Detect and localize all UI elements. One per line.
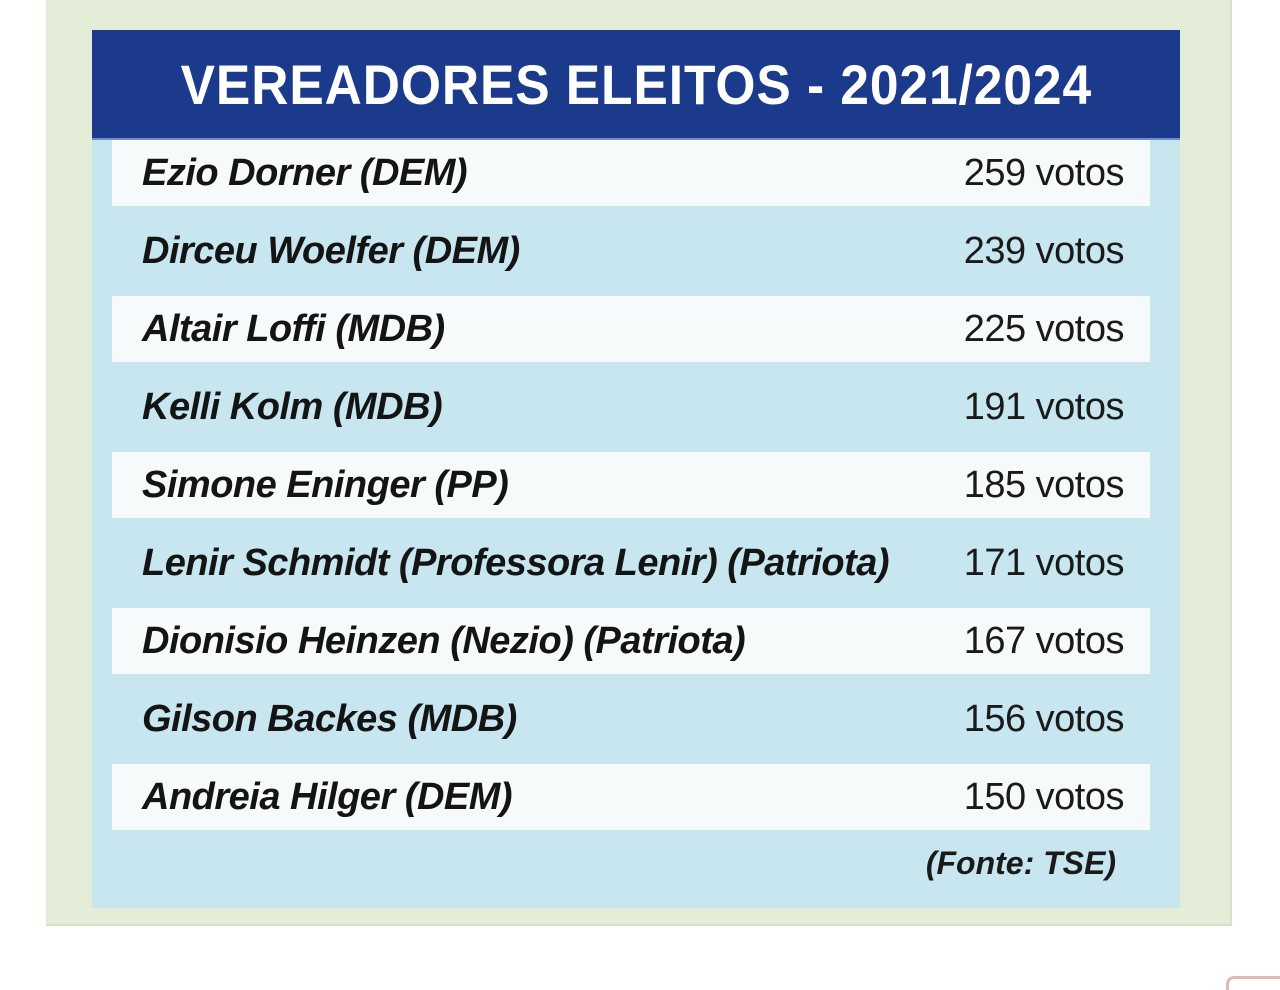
results-table: Ezio Dorner (DEM) 259 votos Dirceu Woelf… bbox=[112, 140, 1150, 842]
table-row: Dionisio Heinzen (Nezio) (Patriota) 167 … bbox=[112, 608, 1150, 674]
table-row: Simone Eninger (PP) 185 votos bbox=[112, 452, 1150, 518]
decorative-corner bbox=[1226, 976, 1280, 990]
vote-count: 225 votos bbox=[963, 307, 1125, 350]
vote-count: 167 votos bbox=[963, 619, 1125, 662]
table-row: Dirceu Woelfer (DEM) 239 votos bbox=[112, 218, 1150, 284]
vote-count: 150 votos bbox=[963, 775, 1125, 818]
candidate-name: Gilson Backes (MDB) bbox=[142, 697, 517, 740]
vote-count: 185 votos bbox=[963, 463, 1125, 506]
candidate-name: Dionisio Heinzen (Nezio) (Patriota) bbox=[142, 619, 746, 662]
candidate-name: Lenir Schmidt (Professora Lenir) (Patrio… bbox=[142, 541, 890, 584]
table-row: Lenir Schmidt (Professora Lenir) (Patrio… bbox=[112, 530, 1150, 596]
vote-count: 171 votos bbox=[963, 541, 1125, 584]
table-row: Altair Loffi (MDB) 225 votos bbox=[112, 296, 1150, 362]
candidate-name: Simone Eninger (PP) bbox=[142, 463, 509, 506]
candidate-name: Dirceu Woelfer (DEM) bbox=[142, 229, 520, 272]
vote-count: 191 votos bbox=[963, 385, 1125, 428]
candidate-name: Altair Loffi (MDB) bbox=[142, 307, 445, 350]
table-row: Ezio Dorner (DEM) 259 votos bbox=[112, 140, 1150, 206]
vote-count: 156 votos bbox=[963, 697, 1125, 740]
candidate-name: Kelli Kolm (MDB) bbox=[142, 385, 443, 428]
table-row: Kelli Kolm (MDB) 191 votos bbox=[112, 374, 1150, 440]
table-row: Gilson Backes (MDB) 156 votos bbox=[112, 686, 1150, 752]
title: VEREADORES ELEITOS - 2021/2024 bbox=[180, 52, 1092, 116]
candidate-name: Ezio Dorner (DEM) bbox=[142, 151, 468, 194]
vote-count: 259 votos bbox=[963, 151, 1125, 194]
vote-count: 239 votos bbox=[963, 229, 1125, 272]
table-row: Andreia Hilger (DEM) 150 votos bbox=[112, 764, 1150, 830]
title-bar: VEREADORES ELEITOS - 2021/2024 bbox=[92, 30, 1180, 138]
source-note: (Fonte: TSE) bbox=[925, 845, 1116, 881]
candidate-name: Andreia Hilger (DEM) bbox=[142, 775, 513, 818]
